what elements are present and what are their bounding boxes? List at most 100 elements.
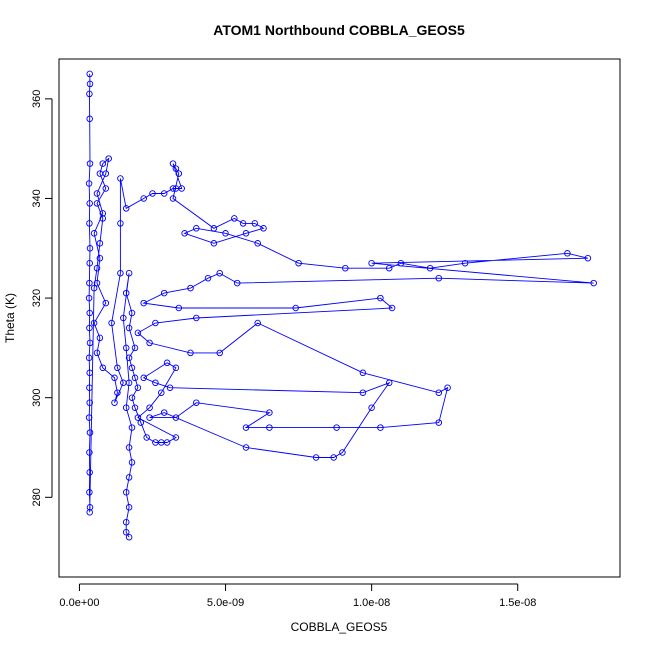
chart-title: ATOM1 Northbound COBBLA_GEOS5 [213,22,465,38]
data-point [86,200,93,207]
data-point [86,324,93,332]
data-point [193,225,200,232]
data-point [178,185,185,192]
data-point [122,518,130,526]
data-point [117,175,124,182]
data-point [125,504,133,511]
data-point [163,359,171,367]
data-point [160,409,168,416]
data-point [125,354,133,362]
data-point [86,279,93,287]
data-point [330,454,337,461]
data-point [172,434,180,441]
data-point [86,90,93,98]
data-point [111,374,118,382]
data-point [333,424,340,431]
data-point [385,264,393,272]
data-point [377,294,384,302]
data-point [187,284,194,292]
data-point [86,115,93,123]
data-point [111,399,118,406]
data-point [86,259,93,267]
data-point [590,279,597,287]
data-point [158,389,165,396]
data-point [93,349,101,357]
data-point [99,215,107,222]
data-point [266,424,273,431]
x-axis: 0.0e+00 5.0e-09 1.0e-08 1.5e-08 [59,583,536,609]
data-point [388,304,396,312]
data-point [137,419,145,426]
data-point [93,264,101,272]
data-point [461,259,469,267]
series-line [88,73,594,538]
data-point [210,240,218,247]
data-point [122,489,130,496]
y-tick-label: 340 [31,189,43,207]
data-point [93,190,101,197]
x-axis-label: COBBLA_GEOS5 [291,620,388,634]
data-point [134,329,142,337]
data-point [231,215,238,222]
data-point [254,240,261,247]
y-tick-label: 320 [31,289,43,307]
data-point [86,384,93,391]
data-point [85,354,93,362]
data-point [152,319,159,327]
data-point [339,449,346,456]
data-point [233,279,241,287]
data-point [102,185,110,192]
data-point [134,384,142,391]
data-point [169,160,177,167]
data-point [85,414,93,421]
data-point [96,254,104,262]
data-point [99,210,107,217]
data-point [242,444,250,451]
data-point [86,429,94,436]
data-point [99,160,107,167]
data-point [368,404,375,411]
data-point [134,414,142,421]
data-point [128,424,136,431]
data-point [435,389,443,396]
data-point [175,170,183,177]
data-point [122,528,130,536]
data-point [397,259,405,267]
data-point [90,284,98,292]
data-point [187,349,194,357]
data-point [128,394,136,401]
data-point [125,474,133,481]
data-point [128,459,136,466]
data-point [260,225,267,232]
data-point [385,379,393,387]
data-point [172,364,180,372]
data-point [86,504,94,511]
data-point [85,294,93,302]
data-point [204,274,212,282]
data-point [102,170,110,177]
data-point [105,155,112,162]
x-tick-label: 0.0e+00 [59,597,99,609]
data-point [312,454,320,461]
data-point [86,70,93,78]
data-point [93,279,101,287]
data-point [125,324,133,332]
data-point [239,220,247,227]
data-point [86,399,93,406]
data-point [125,379,133,387]
data-point [140,299,147,307]
data-point [125,533,133,541]
y-tick-label: 300 [31,389,43,407]
data-point [114,389,121,396]
data-point [86,449,93,456]
data-point [122,404,130,411]
data-point [169,195,177,202]
data-point [114,364,121,372]
data-point [242,424,250,431]
data-point [86,309,93,317]
data-point [193,399,200,406]
x-tick-label: 5.0e-09 [207,597,244,609]
data-point [166,384,174,391]
data-point [122,205,130,212]
data-point [125,444,133,451]
